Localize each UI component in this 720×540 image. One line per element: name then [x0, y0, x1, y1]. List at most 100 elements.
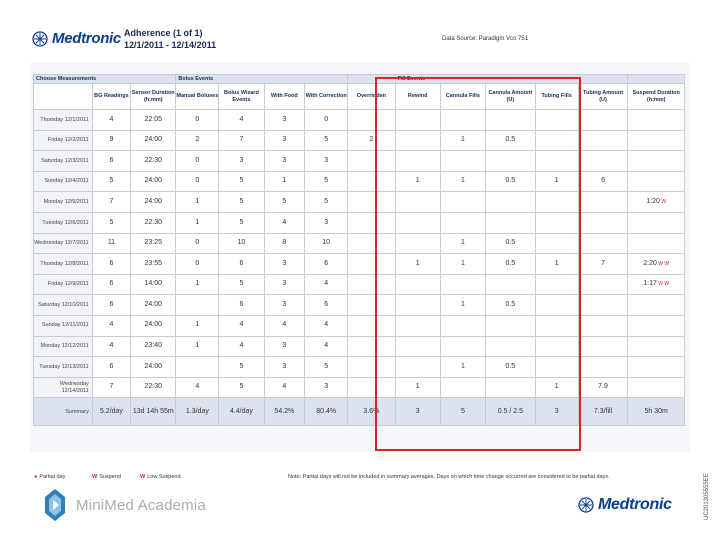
table-cell: 7 [577, 253, 629, 275]
summary-cell: 7.3/fill [577, 397, 629, 427]
table-cell: 4 [175, 376, 220, 399]
table-cell: 24:00 [130, 294, 177, 316]
summary-cell: 5 [439, 397, 486, 427]
table-cell: 5 [91, 170, 132, 193]
table-cell: 24:00 [130, 356, 177, 378]
column-header: Overridden [347, 83, 396, 110]
table-cell: 0 [175, 232, 220, 255]
minimed-academia-wordmark: MiniMed Academia [76, 496, 206, 514]
table-row: Tuesday 12/13/2011 6 24:00 5 3 5 1 0.5 [33, 356, 685, 378]
table-cell: 6 [218, 253, 265, 275]
table-cell: 4 [304, 314, 349, 337]
table-cell [627, 170, 685, 193]
table-cell [175, 356, 220, 378]
table-cell [577, 273, 629, 296]
column-header [33, 83, 93, 110]
medtronic-emblem-icon [578, 497, 594, 513]
table-cell: 3 [304, 211, 349, 234]
summary-cell: 5h 30m [627, 397, 685, 427]
table-cell: 2:20 W W [627, 253, 685, 275]
table-cell: 24:00 [130, 314, 177, 337]
table-cell: 6 [577, 170, 629, 193]
legend-label: Low Suspend [147, 474, 181, 480]
minimed-emblem-icon [45, 489, 65, 521]
table-row: Tuesday 12/6/2011 5 22:30 1 5 4 3 [33, 211, 685, 234]
row-date: Monday 12/12/2011 [33, 335, 93, 358]
table-cell: 22:30 [130, 150, 177, 172]
suspend-icon: W [92, 474, 98, 480]
table-cell [577, 129, 629, 152]
row-date: Saturday 12/3/2011 [33, 150, 93, 172]
table-cell: 6 [91, 356, 132, 378]
table-cell: 10 [304, 232, 349, 255]
table-cell: 5 [218, 211, 265, 234]
legend-label: Partial day [39, 474, 66, 480]
summary-cell: 13d 14h 55m [130, 397, 177, 427]
table-cell: 7 [91, 191, 132, 213]
row-date: Friday 12/2/2011 [33, 129, 93, 152]
table-cell: 5 [218, 191, 265, 213]
table-cell: 4 [91, 109, 132, 131]
table-cell [577, 150, 629, 172]
table-cell: 3 [263, 294, 306, 316]
row-date: Tuesday 12/13/2011 [33, 356, 93, 378]
column-header: Rewind [394, 83, 441, 110]
group-header: Bolus Events [175, 74, 349, 84]
table-cell: 8 [263, 232, 306, 255]
table-cell: 4 [263, 376, 306, 399]
table-cell: 0 [175, 170, 220, 193]
table-cell: 4 [218, 314, 265, 337]
group-header-row: Choose Measurements Bolus Events Fill Even… [32, 74, 685, 84]
fill-events-highlight [375, 77, 581, 451]
table-cell: 5 [304, 129, 349, 152]
table-cell [627, 150, 685, 172]
row-date: Wednesday 12/7/2011 [33, 232, 93, 255]
legend-partial-day: ● Partial day [34, 474, 65, 480]
table-cell [627, 294, 685, 316]
table-cell [175, 294, 220, 316]
table-cell [627, 232, 685, 255]
table-row: Saturday 12/10/2011 6 24:00 6 3 6 1 0.5 [33, 294, 685, 316]
table-cell: 7.9 [577, 376, 629, 399]
table-cell: 10 [218, 232, 265, 255]
table-cell: 1 [175, 191, 220, 213]
row-date: Thursday 12/8/2011 [33, 253, 93, 275]
table-cell: 4 [304, 273, 349, 296]
column-header: Cannula Amount (U) [484, 83, 536, 110]
legend-suspend: W Suspend [92, 474, 121, 480]
column-header: With Food [263, 83, 306, 110]
table-cell: 22:05 [130, 109, 177, 131]
report-title: Adherence (1 of 1) [124, 28, 203, 38]
column-header: Bolus Wizard Events [218, 83, 265, 110]
table-cell: 6 [91, 273, 132, 296]
table-row: Friday 12/9/2011 6 14:00 1 5 3 4 1:17 W W [33, 273, 685, 296]
table-cell: 22:30 [130, 376, 177, 399]
summary-cell: 5.2/day [91, 397, 132, 427]
table-row: Thursday 12/8/2011 6 23:55 0 6 3 6 1 1 0.5 1 7 2:20 … [33, 253, 685, 275]
table-cell: 1 [263, 170, 306, 193]
table-cell [627, 335, 685, 358]
table-cell [627, 109, 685, 131]
table-cell: 5 [263, 191, 306, 213]
table-cell: 3 [263, 273, 306, 296]
table-cell: 1 [439, 232, 486, 255]
column-header: Tubing Amount (U) [577, 83, 629, 110]
table-row: Thursday 12/1/2011 4 22:05 0 4 3 0 [33, 109, 685, 131]
table-cell [577, 191, 629, 213]
table-row: Wednesday 12/14/2011 7 22:30 4 5 4 3 1 1 7.9 [33, 376, 685, 399]
adherence-table: Choose Measurements Bolus Events Fill Even… [32, 74, 685, 427]
summary-cell: 54.2% [263, 397, 306, 427]
report-date-range: 12/1/2011 - 12/14/2011 [124, 40, 217, 50]
table-cell: 7 [218, 129, 265, 152]
table-cell: 5 [218, 273, 265, 296]
table-cell: 5 [304, 191, 349, 213]
table-row: Saturday 12/3/2011 6 22:30 0 3 3 3 [33, 150, 685, 172]
row-date: Tuesday 12/6/2011 [33, 211, 93, 234]
row-date: Saturday 12/10/2011 [33, 294, 93, 316]
table-cell: 1 [175, 211, 220, 234]
table-cell: 4 [263, 211, 306, 234]
table-cell: 1:17 W W [627, 273, 685, 296]
row-date: Sunday 12/11/2011 [33, 314, 93, 337]
document-code: UC201305555EE [704, 473, 710, 520]
legend-low-suspend: W Low Suspend [140, 474, 181, 480]
